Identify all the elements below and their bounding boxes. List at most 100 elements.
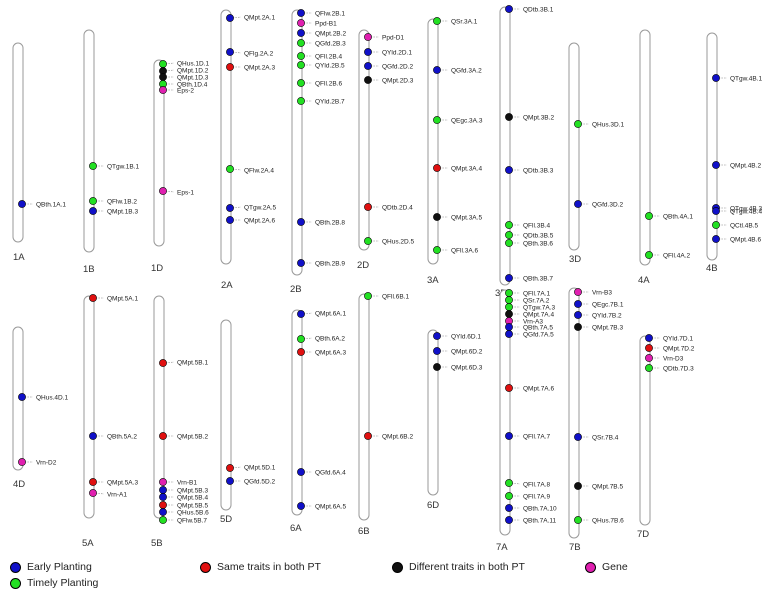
marker-label: QTgw.1B.1 xyxy=(107,163,140,170)
marker-connector xyxy=(162,62,175,65)
marker-dot-timely xyxy=(433,116,441,124)
marker-label: QFlw.5B.7 xyxy=(177,517,207,524)
marker-dot-timely xyxy=(712,221,720,229)
marker-label: QFll.3B.4 xyxy=(523,222,550,229)
legend-label-gene: Gene xyxy=(602,561,628,573)
marker-label: QMpt.6D.3 xyxy=(451,364,483,371)
marker-label: QHus.3D.1 xyxy=(592,121,625,128)
chromosome-name: 4A xyxy=(638,275,650,286)
marker-label: Ppd-D1 xyxy=(382,34,404,41)
chromosome-bar xyxy=(427,329,439,496)
marker-label: QBth.4A.1 xyxy=(663,213,693,220)
marker-label: QGfd.6A.4 xyxy=(315,469,346,476)
legend-item-timely: Timely Planting xyxy=(10,577,98,589)
marker-dot-different xyxy=(364,76,372,84)
marker-dot-early xyxy=(505,5,513,13)
marker-label: QYld.2B.5 xyxy=(315,62,345,69)
marker-dot-timely xyxy=(297,79,305,87)
marker-label: Vrn-D2 xyxy=(36,459,57,466)
chromosome-1B: 1B QTgw.1B.1 QFlw.1B.2 QMpt.1B.3 xyxy=(83,29,140,275)
marker-label: QMpt.5B.5 xyxy=(177,502,208,509)
marker-label: Vrn-A1 xyxy=(107,491,127,498)
marker-dot-early xyxy=(159,508,167,516)
marker-connector xyxy=(229,51,242,54)
marker-label: QMpt.7D.2 xyxy=(663,345,695,352)
marker-label: QBth.6A.2 xyxy=(315,335,345,342)
marker-label: QGfd.3A.2 xyxy=(451,67,482,74)
marker-dot-gene xyxy=(297,19,305,27)
chromosome-bar xyxy=(499,289,511,536)
marker-label: QBth.1D.4 xyxy=(177,81,208,88)
marker-label: QMpt.6A.5 xyxy=(315,503,346,510)
marker-dot-early xyxy=(574,433,582,441)
marker-label: QHus.5B.6 xyxy=(177,509,209,516)
marker-dot-early xyxy=(226,477,234,485)
chromosome-bar xyxy=(291,9,303,276)
marker-label: QMpt.1D.2 xyxy=(177,67,209,74)
marker-label: QTgw.4B.4 xyxy=(730,208,763,215)
chromosome-name: 2B xyxy=(290,284,302,295)
chromosome-3D: 3D QHus.3D.1 QGfd.3D.2 xyxy=(568,42,625,265)
marker-label: QFll.2B.4 xyxy=(315,53,342,60)
marker-dot-early xyxy=(574,311,582,319)
marker-dot-timely xyxy=(364,292,372,300)
marker-dot-timely xyxy=(159,516,167,524)
marker-dot-timely xyxy=(297,61,305,69)
same-traits-dot-icon xyxy=(200,561,211,573)
marker-label: QMpt.6D.2 xyxy=(451,348,483,355)
chromosome-6D: 6D QYld.6D.1 QMpt.6D.2 QMpt.6D.3 xyxy=(427,329,483,511)
marker-label: QYld.7D.1 xyxy=(663,335,693,342)
chromosome-bar xyxy=(427,18,439,265)
timely-planting-dot-icon xyxy=(10,577,21,589)
marker-dot-same xyxy=(645,344,653,352)
legend-item-gene: Gene xyxy=(585,561,628,573)
marker-label: QSr.7A.2 xyxy=(523,297,550,304)
marker-dot-early xyxy=(505,323,513,331)
marker-dot-gene xyxy=(574,288,582,296)
marker-label: QGfd.2B.3 xyxy=(315,40,346,47)
marker-label: Vrn-D3 xyxy=(663,355,684,362)
marker-dot-early xyxy=(505,504,513,512)
marker-dot-early xyxy=(297,502,305,510)
chromosome-name: 5D xyxy=(220,514,232,525)
marker-dot-gene xyxy=(364,33,372,41)
chromosome-4D: 4D QHus.4D.1 Vrn-D2 xyxy=(12,326,69,490)
marker-label: QMpt.3A.5 xyxy=(451,214,482,221)
marker-label: Eps-2 xyxy=(177,87,194,94)
chromosome-3A: 3A QSr.3A.1 QGfd.3A.2 QEgc.3A.3 QMpt.3A.4 QMp… xyxy=(427,17,483,286)
marker-dot-gene xyxy=(89,489,97,497)
marker-label: QFlw.2A.4 xyxy=(244,167,274,174)
marker-dot-same xyxy=(159,501,167,509)
marker-label: QMpt.2A.3 xyxy=(244,64,275,71)
marker-dot-early xyxy=(505,516,513,524)
marker-dot-early xyxy=(433,66,441,74)
marker-dot-early xyxy=(297,468,305,476)
chromosome-4A: 4A QBth.4A.1 QFll.4A.2 xyxy=(638,29,693,286)
marker-dot-timely xyxy=(574,516,582,524)
marker-label: QSr.7B.4 xyxy=(592,434,619,441)
marker-dot-early xyxy=(645,334,653,342)
marker-dot-early xyxy=(505,330,513,338)
chromosome-7A: 7A QFll.7A.1QSr.7A.2QTgw.7A.3QMpt.7A.4Vrn… xyxy=(496,289,557,553)
marker-label: QDtb.3B.1 xyxy=(523,6,554,13)
marker-label: QHus.2D.5 xyxy=(382,238,415,245)
marker-label: QFlg.2A.2 xyxy=(244,50,274,57)
chromosome-name: 1B xyxy=(83,264,95,275)
marker-dot-early xyxy=(159,486,167,494)
marker-dot-same xyxy=(89,478,97,486)
marker-label: QYld.2B.7 xyxy=(315,98,345,105)
chromosome-bar xyxy=(639,335,651,526)
marker-label: QBth.7A.11 xyxy=(523,517,557,524)
marker-connector xyxy=(229,16,242,19)
marker-dot-timely xyxy=(505,231,513,239)
marker-dot-same xyxy=(433,164,441,172)
chromosome-bar xyxy=(499,6,511,286)
chromosome-7B: 7B Vrn-B3 QEgc.7B.1 QYld.7B.2 QMpt.7B.3 QSr.7… xyxy=(568,287,624,553)
marker-label: QFll.3A.6 xyxy=(451,247,478,254)
legend-item-same: Same traits in both PT xyxy=(200,561,321,573)
chromosome-5D: 5D QMpt.5D.1 QGfd.5D.2 xyxy=(220,319,276,525)
marker-label: QBth.7A.10 xyxy=(523,505,557,512)
marker-dot-different xyxy=(574,482,582,490)
marker-dot-same xyxy=(89,294,97,302)
marker-label: QMpt.7B.3 xyxy=(592,324,623,331)
